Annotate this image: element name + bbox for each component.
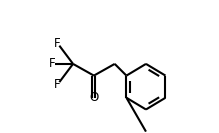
Text: F: F [49, 57, 55, 70]
Text: F: F [54, 37, 61, 50]
Text: F: F [54, 78, 61, 91]
Text: O: O [89, 91, 99, 104]
